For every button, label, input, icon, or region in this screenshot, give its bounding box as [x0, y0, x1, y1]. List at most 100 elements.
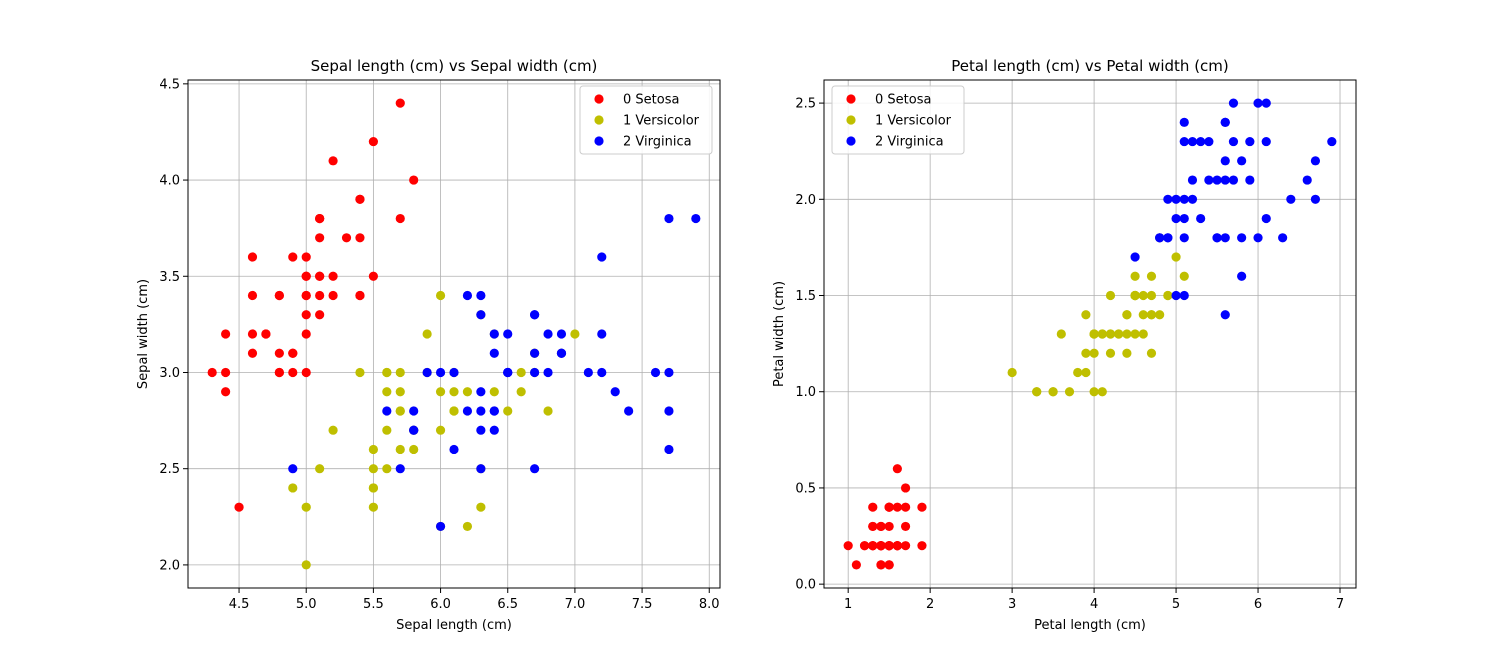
- scatter-point: [301, 252, 311, 262]
- scatter-point: [597, 367, 607, 378]
- scatter-point: [1179, 136, 1189, 147]
- scatter-point: [1212, 233, 1222, 243]
- scatter-point: [288, 464, 298, 474]
- scatter-point: [476, 290, 486, 301]
- scatter-point: [301, 271, 311, 281]
- scatter-point: [1146, 271, 1157, 281]
- scatter-point: [247, 329, 258, 339]
- scatter-point: [274, 290, 284, 301]
- scatter-point: [1237, 156, 1247, 166]
- scatter-point: [1146, 310, 1157, 320]
- scatter-point: [328, 271, 338, 281]
- scatter-point: [449, 406, 459, 416]
- scatter-point: [301, 310, 311, 320]
- series-0-setosa: [207, 98, 419, 512]
- scatter-point: [301, 502, 311, 512]
- scatter-point: [476, 387, 486, 397]
- scatter-point: [368, 271, 378, 281]
- scatter-point: [1179, 194, 1189, 204]
- scatter-point: [851, 560, 861, 570]
- legend-label: 0 Setosa: [623, 93, 679, 108]
- scatter-point: [1138, 310, 1148, 320]
- scatter-point: [1105, 348, 1116, 358]
- scatter-point: [435, 367, 446, 378]
- scatter-point: [597, 329, 607, 339]
- scatter-point: [1122, 329, 1132, 339]
- x-tick-label: 5.5: [363, 597, 384, 612]
- scatter-point: [315, 310, 325, 320]
- scatter-point: [892, 502, 902, 512]
- scatter-point: [449, 367, 459, 378]
- scatter-point: [274, 348, 284, 358]
- scatter-point: [1114, 329, 1124, 339]
- scatter-point: [395, 367, 405, 378]
- scatter-point: [1171, 290, 1181, 301]
- scatter-point: [868, 502, 878, 512]
- legend-label: 0 Setosa: [875, 93, 931, 108]
- scatter-point: [570, 329, 580, 339]
- x-tick-label: 7: [1336, 597, 1344, 612]
- scatter-point: [395, 213, 405, 224]
- scatter-point: [1097, 387, 1107, 397]
- scatter-point: [395, 406, 405, 416]
- y-tick-label: 2.0: [159, 558, 180, 573]
- scatter-point: [261, 329, 271, 339]
- scatter-point: [530, 310, 540, 320]
- scatter-point: [691, 213, 701, 224]
- scatter-point: [503, 329, 513, 339]
- scatter-point: [449, 387, 459, 397]
- y-tick-label: 0.5: [795, 481, 816, 496]
- scatter-point: [556, 348, 567, 358]
- scatter-point: [530, 367, 540, 378]
- scatter-point: [1105, 329, 1116, 339]
- scatter-point: [1155, 233, 1165, 243]
- scatter-point: [1007, 367, 1017, 378]
- y-tick-label: 2.0: [795, 193, 816, 208]
- x-axis-label: Petal length (cm): [1034, 618, 1146, 633]
- legend-label: 2 Virginica: [875, 135, 944, 150]
- scatter-point: [1179, 117, 1189, 127]
- scatter-point: [1179, 233, 1189, 243]
- scatter-point: [247, 252, 258, 262]
- scatter-point: [876, 521, 886, 532]
- scatter-point: [221, 367, 231, 378]
- x-tick-label: 3: [1008, 597, 1016, 612]
- scatter-point: [884, 502, 894, 512]
- scatter-point: [892, 464, 902, 474]
- scatter-point: [503, 367, 513, 378]
- scatter-point: [449, 444, 459, 455]
- scatter-point: [489, 387, 499, 397]
- y-tick-label: 3.0: [159, 366, 180, 381]
- scatter-point: [1187, 194, 1198, 204]
- scatter-point: [315, 271, 325, 281]
- legend-label: 2 Virginica: [623, 135, 692, 150]
- y-tick-label: 2.5: [159, 462, 180, 477]
- scatter-point: [489, 425, 499, 435]
- scatter-point: [462, 290, 473, 301]
- x-tick-label: 2: [926, 597, 934, 612]
- scatter-point: [368, 464, 378, 474]
- scatter-point: [1310, 194, 1321, 204]
- scatter-point: [1220, 156, 1230, 166]
- y-tick-label: 4.0: [159, 174, 180, 189]
- scatter-point: [435, 425, 446, 435]
- scatter-point: [341, 233, 352, 243]
- scatter-point: [1163, 233, 1173, 243]
- scatter-point: [1048, 387, 1058, 397]
- scatter-point: [664, 367, 674, 378]
- scatter-point: [422, 367, 432, 378]
- scatter-point: [1081, 348, 1091, 358]
- scatter-point: [207, 367, 217, 378]
- scatter-point: [301, 367, 311, 378]
- scatter-point: [543, 406, 553, 416]
- scatter-point: [868, 541, 878, 551]
- legend: 0 Setosa 1 Versicolor 2 Virginica: [579, 85, 713, 155]
- scatter-point: [1220, 117, 1230, 127]
- scatter-point: [489, 406, 499, 416]
- scatter-point: [884, 560, 894, 570]
- scatter-point: [315, 290, 325, 301]
- scatter-point: [1253, 98, 1263, 108]
- scatter-point: [247, 290, 258, 301]
- scatter-point: [1228, 175, 1239, 185]
- scatter-point: [917, 502, 927, 512]
